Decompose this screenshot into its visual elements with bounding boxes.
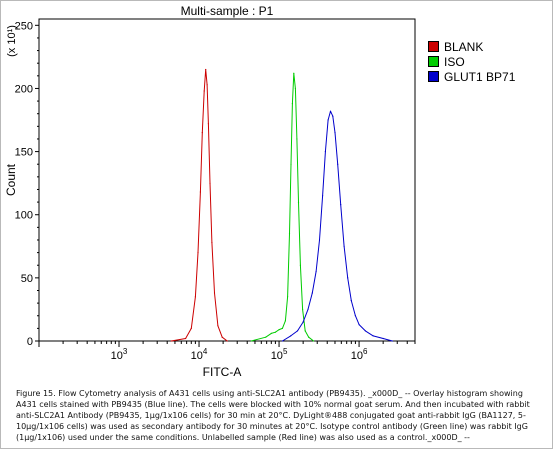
series-2-point [296, 330, 299, 332]
series-1-point [281, 327, 283, 329]
x-tick-label: 103 [111, 347, 128, 362]
series-2-point [322, 195, 324, 197]
series-0-point [199, 191, 201, 193]
series-1-point [250, 340, 252, 342]
series-line-1 [251, 72, 314, 342]
y-tick-label: 200 [15, 83, 33, 95]
legend-swatch [428, 71, 439, 82]
legend-label: BLANK [444, 39, 484, 54]
series-2-point [382, 337, 384, 340]
chart-legend: BLANK ISO GLUT1 BP71 [428, 39, 515, 84]
series-0-point [217, 325, 219, 327]
series-1-point [291, 103, 293, 105]
series-0-point [226, 340, 228, 342]
y-tick-label: 100 [15, 210, 33, 222]
figure-caption: Figure 15. Flow Cytometry analysis of A4… [16, 389, 530, 442]
series-0-point [205, 68, 207, 71]
series-2-point [329, 110, 332, 112]
series-0-point [209, 182, 211, 184]
series-2-point [327, 119, 329, 121]
series-0-point [190, 327, 192, 329]
series-2-point [281, 340, 283, 342]
series-0-point [211, 241, 213, 244]
series-1-point [299, 264, 301, 266]
series-1-point [274, 331, 276, 333]
series-1-point [288, 233, 291, 235]
series-0-point [213, 292, 216, 294]
histogram-chart: Multi-sample : P1 0 50 100 150 200 250 Count (x … [4, 4, 416, 379]
series-1-point [265, 336, 267, 338]
series-0-point [201, 132, 203, 134]
series-2-point [290, 335, 292, 337]
series-1-point [302, 308, 304, 310]
y-tick-label: 250 [15, 20, 33, 32]
series-1-point [304, 330, 306, 332]
y-axis-label: Count [4, 163, 18, 196]
series-1-point [290, 163, 292, 165]
series-2-point [318, 239, 321, 241]
legend-swatch [428, 41, 439, 52]
series-1-point [313, 340, 315, 342]
legend-swatch [428, 56, 439, 67]
series-0-point [203, 90, 205, 92]
series-1-point [297, 201, 300, 203]
x-tick-label: 104 [191, 347, 208, 362]
x-tick-label: 106 [351, 347, 368, 362]
series-2-point [343, 245, 345, 247]
series-1-point [293, 72, 295, 74]
y-tick-label: 150 [15, 147, 33, 159]
series-2-point [391, 340, 393, 342]
legend-label: GLUT1 BP71 [444, 69, 516, 84]
series-1-point [308, 336, 310, 338]
series-1-point [278, 329, 280, 331]
series-2-point [340, 204, 342, 206]
series-1-point [284, 320, 286, 322]
series-2-point [332, 115, 334, 117]
series-2-point [337, 163, 339, 165]
series-1-point [296, 138, 298, 140]
series-0-point [170, 340, 172, 342]
series-2-point [372, 335, 374, 337]
series-0-point [185, 337, 187, 340]
series-1-point [287, 296, 289, 298]
series-0-point [207, 123, 209, 125]
series-0-point [206, 84, 208, 86]
legend-item: BLANK [428, 39, 515, 54]
y-tick-label: 0 [27, 336, 33, 348]
x-tick-label: 105 [271, 347, 288, 362]
series-2-point [324, 151, 326, 153]
legend-item: GLUT1 BP71 [428, 69, 515, 84]
series-0-point [197, 252, 199, 254]
series-2-point [347, 277, 349, 279]
series-2-point [307, 308, 309, 310]
series-1-point [270, 332, 272, 334]
series-2-point [315, 270, 317, 273]
series-2-point [302, 321, 304, 323]
legend-item: ISO [428, 54, 515, 69]
series-0-point [194, 296, 196, 298]
series-2-point [350, 300, 352, 302]
series-line-0 [171, 69, 228, 342]
series-2-point [354, 315, 356, 317]
chart-title: Multi-sample : P1 [181, 4, 274, 18]
plot-frame [38, 18, 416, 342]
series-1-point [294, 87, 296, 90]
series-2-point [364, 330, 366, 332]
series-2-point [311, 292, 313, 294]
legend-label: ISO [444, 54, 465, 69]
x-axis-label: FITC-A [203, 365, 242, 379]
series-2-point [358, 324, 360, 326]
series-0-point [221, 336, 223, 338]
y-tick-label: 50 [21, 273, 33, 285]
y-axis-multiplier: (x 10¹) [6, 25, 18, 57]
series-2-point [334, 132, 336, 134]
